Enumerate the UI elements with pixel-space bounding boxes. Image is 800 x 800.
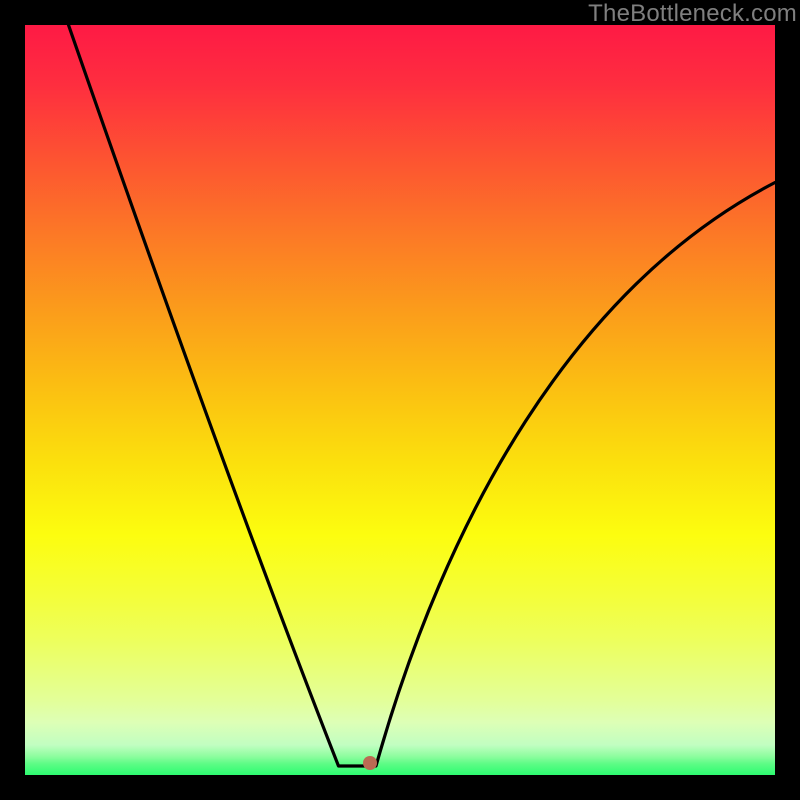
watermark-text: TheBottleneck.com	[588, 0, 797, 28]
minimum-marker	[363, 756, 377, 770]
bottleneck-curve	[25, 25, 775, 775]
bottleneck-curve-path	[69, 25, 776, 766]
border-bottom	[0, 775, 800, 800]
border-right	[775, 0, 800, 800]
chart-frame: TheBottleneck.com	[0, 0, 800, 800]
border-left	[0, 0, 25, 800]
plot-area	[25, 25, 775, 775]
